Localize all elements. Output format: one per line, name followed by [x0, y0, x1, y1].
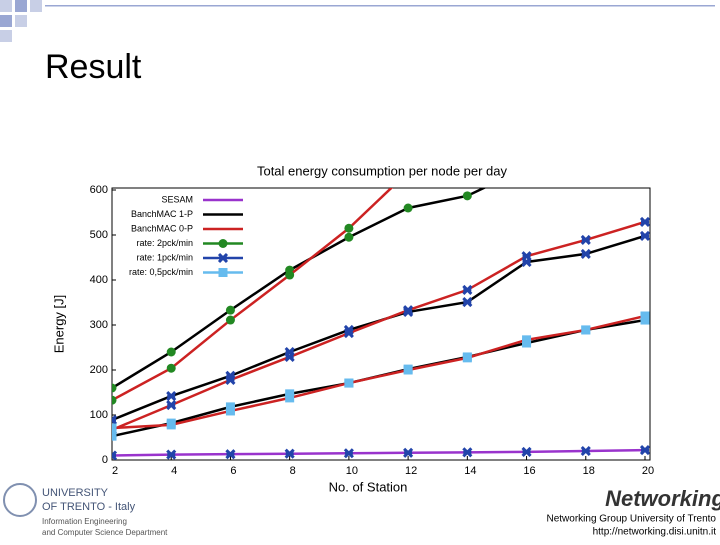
marker	[112, 423, 117, 433]
marker	[580, 248, 591, 259]
x-tick-label: 8	[290, 465, 296, 477]
x-tick-label: 2	[112, 465, 118, 477]
marker	[403, 203, 413, 213]
marker	[344, 232, 354, 242]
marker	[112, 450, 118, 460]
plot-frame	[111, 187, 651, 461]
marker	[166, 449, 177, 460]
marker	[640, 311, 650, 321]
marker	[225, 449, 236, 460]
marker	[522, 335, 532, 345]
y-tick-label: 500	[90, 229, 108, 241]
x-tick-label: 6	[230, 465, 236, 477]
marker	[403, 365, 413, 375]
marker	[580, 234, 591, 246]
marker	[112, 395, 117, 405]
y-tick-label: 400	[90, 274, 108, 286]
marker	[166, 400, 177, 411]
series-line	[112, 188, 487, 390]
legend-label: BanchMAC 0-P	[131, 223, 193, 233]
plot-area	[112, 163, 650, 460]
y-tick-label: 600	[90, 184, 108, 196]
decor-squares	[0, 0, 715, 42]
marker	[522, 163, 531, 172]
marker	[225, 374, 236, 385]
series-line	[112, 220, 646, 432]
marker	[344, 378, 354, 388]
marker	[284, 351, 295, 363]
marker	[225, 305, 235, 315]
marker	[639, 216, 650, 228]
group-url: http://networking.disi.unitn.it	[593, 527, 717, 538]
marker	[166, 347, 176, 357]
marker	[166, 420, 176, 430]
marker	[639, 445, 650, 456]
legend-label: rate: 0,5pck/min	[129, 267, 193, 277]
marker	[112, 383, 117, 393]
university-name: OF TRENTO - Italy	[42, 501, 136, 513]
footer: UNIVERSITY OF TRENTO - Italy Information…	[3, 483, 720, 538]
legend-label: SESAM	[161, 194, 193, 204]
marker	[639, 230, 650, 241]
marker	[462, 447, 473, 458]
x-tick-label: 18	[583, 465, 595, 477]
marker	[344, 223, 354, 233]
x-tick-label: 16	[523, 465, 535, 477]
series-line	[112, 188, 394, 402]
marker	[403, 305, 414, 316]
marker	[112, 431, 117, 441]
x-tick-label: 4	[171, 465, 177, 477]
marker	[166, 363, 176, 373]
chart-title: Total energy consumption per node per da…	[257, 163, 508, 178]
x-tick-label: 10	[346, 465, 358, 477]
y-tick-label: 0	[102, 454, 108, 466]
marker	[581, 325, 591, 335]
marker	[462, 296, 473, 308]
x-tick-label: 12	[405, 465, 417, 477]
networking-logo: Networking	[605, 486, 720, 511]
y-axis-label: Energy [J]	[51, 295, 66, 354]
series-line	[112, 234, 646, 422]
marker	[218, 239, 228, 248]
x-axis-label: No. of Station	[329, 479, 408, 494]
marker	[403, 447, 414, 458]
legend-label: BanchMAC 1-P	[131, 209, 193, 219]
group-name: Networking Group University of Trento	[546, 514, 716, 525]
marker	[462, 191, 472, 201]
marker	[285, 393, 295, 403]
marker	[521, 251, 532, 262]
x-tick-label: 14	[464, 465, 476, 477]
y-tick-label: 300	[90, 319, 108, 331]
marker	[217, 252, 229, 264]
marker	[521, 446, 532, 457]
marker	[343, 448, 354, 459]
marker	[285, 270, 295, 280]
marker	[166, 391, 177, 402]
y-tick-label: 100	[90, 409, 108, 421]
slide-title: Result	[45, 48, 142, 86]
university-seal	[3, 483, 37, 517]
university-name: UNIVERSITY	[42, 487, 109, 499]
department: and Computer Science Department	[42, 528, 168, 537]
marker	[284, 448, 295, 459]
series-line	[112, 448, 646, 457]
legend-label: rate: 1pck/min	[136, 252, 193, 262]
legend-label: rate: 2pck/min	[136, 238, 193, 248]
marker	[580, 445, 591, 457]
department: Information Engineering	[42, 517, 127, 526]
marker	[343, 328, 354, 339]
marker	[218, 268, 228, 277]
marker	[462, 353, 472, 363]
marker	[462, 284, 473, 295]
x-tick-label: 20	[642, 465, 654, 477]
series-line	[112, 314, 646, 430]
y-tick-label: 200	[90, 364, 108, 376]
marker	[112, 414, 118, 426]
marker	[225, 406, 235, 416]
marker	[225, 315, 235, 325]
